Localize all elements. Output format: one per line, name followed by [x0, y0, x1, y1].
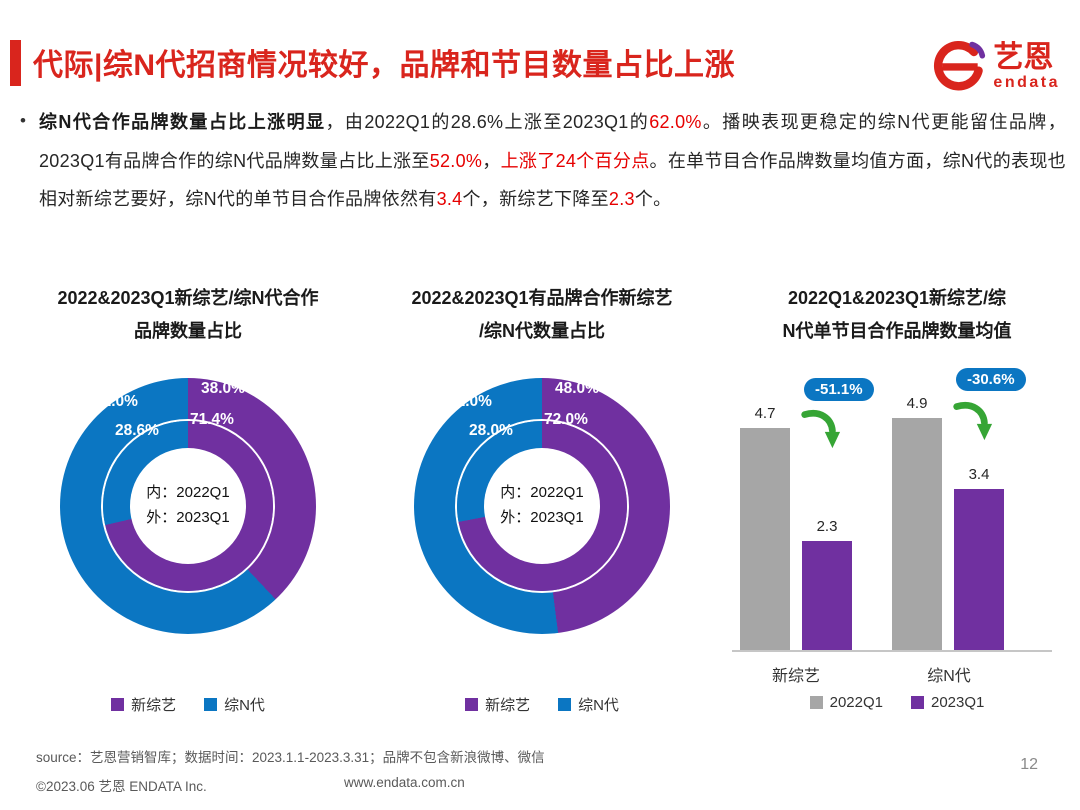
logo-text: 艺恩 endata: [993, 41, 1060, 92]
category-label: 新综艺: [771, 668, 820, 685]
bar-chart: 4.7 2.3 4.9 3.4 -51.1% -30.6% 新综艺 综N代: [732, 366, 1052, 685]
intro-segment: 52.0%: [429, 150, 483, 171]
chart-panel-brand-share: 2022&2023Q1新综艺/综N代合作 品牌数量占比 内：2022Q1 外：2…: [12, 282, 364, 734]
chart-title: 2022&2023Q1有品牌合作新综艺 /综N代数量占比: [366, 282, 718, 349]
chart-title-line2: /综N代数量占比: [479, 321, 605, 342]
title-accent-bar: [10, 40, 21, 86]
intro-paragraph: 综N代合作品牌数量占比上涨明显，由2022Q1的28.6%上涨至2023Q1的6…: [39, 103, 1066, 219]
chart-title-line1: 2022&2023Q1新综艺/综N代合作: [57, 288, 319, 308]
center-line-outer: 外：2023Q1: [146, 509, 230, 526]
donut-center-label: 内：2022Q1 外：2023Q1: [132, 450, 244, 562]
bar-value-label: 4.7: [754, 404, 776, 422]
bullet-marker: •: [20, 111, 26, 130]
bar-2023q1-zong-n: [954, 489, 1004, 650]
donut-center-label: 内：2022Q1 外：2023Q1: [486, 450, 598, 562]
change-badge: -51.1%: [804, 378, 874, 401]
intro-section: • 综N代合作品牌数量占比上涨明显，由2022Q1的28.6%上涨至2023Q1…: [20, 103, 1066, 219]
chart-title-line2: N代单节目合作品牌数量均值: [782, 321, 1012, 342]
legend-label: 综N代: [224, 697, 265, 714]
bar-value-label: 2.3: [816, 518, 838, 536]
intro-segment: 综N代合作品牌数量占比上涨明显: [38, 112, 326, 132]
chart-title: 2022&2023Q1新综艺/综N代合作 品牌数量占比: [12, 282, 364, 349]
intro-segment: 个，新综艺下降至: [462, 189, 609, 210]
copyright-note: ©2023.06 艺恩 ENDATA Inc.: [36, 779, 207, 794]
slice-label: 28.6%: [115, 422, 159, 439]
legend-swatch-purple: [111, 698, 125, 711]
chart-panel-program-share: 2022&2023Q1有品牌合作新综艺 /综N代数量占比 内：2022Q1 外：…: [366, 282, 718, 734]
legend-swatch-purple: [911, 696, 924, 709]
intro-segment: 。播映表现更稳定的综N代更能留住品牌，2023Q1有品牌合作的综N代品牌数量占比…: [38, 112, 1066, 171]
legend-swatch-gray: [809, 696, 823, 709]
legend-label: 新综艺: [485, 697, 531, 714]
chart-title-line1: 2022&2023Q1有品牌合作新综艺: [411, 288, 673, 308]
chart-title-line1: 2022Q1&2023Q1新综艺/综: [787, 288, 1007, 308]
legend: 新综艺 综N代: [366, 694, 718, 715]
bar-2023q1-new-variety: [802, 541, 852, 650]
center-line-outer: 外：2023Q1: [500, 509, 584, 526]
chart-title: 2022Q1&2023Q1新综艺/综 N代单节目合作品牌数量均值: [722, 282, 1072, 349]
legend-label: 2022Q1: [829, 694, 883, 711]
endata-logo: 艺恩 endata: [931, 38, 1060, 94]
legend-item: 新综艺: [111, 694, 176, 715]
legend-label: 新综艺: [131, 697, 177, 714]
endata-logo-icon: [934, 41, 986, 91]
source-note: source：艺恩营销智库；数据时间：2023.1.1-2023.3.31；品牌…: [36, 750, 545, 765]
logo-text-cn: 艺恩: [993, 40, 1054, 74]
legend-item: 2023Q1: [911, 694, 984, 711]
slice-label: 62.0%: [94, 393, 138, 410]
legend-item: 2022Q1: [809, 694, 883, 711]
legend: 2022Q1 2023Q1: [722, 694, 1072, 711]
legend-swatch-blue: [204, 698, 218, 711]
website-text: www.endata.com.cn: [344, 775, 465, 790]
legend-swatch-blue: [558, 698, 572, 711]
donut-chart-brand-share: 内：2022Q1 外：2023Q1 62.0% 38.0% 28.6% 71.4…: [60, 378, 316, 634]
logo-text-en: endata: [993, 73, 1060, 91]
intro-segment: 上涨了24个百分点: [500, 150, 650, 171]
bar-2022q1-new-variety: [740, 427, 790, 650]
intro-segment: ，由2022Q1的28.6%上涨至2023Q1的: [325, 112, 650, 132]
donut-chart-program-share: 内：2022Q1 外：2023Q1 52.0% 48.0% 28.0% 72.0…: [414, 378, 670, 634]
slice-label: 71.4%: [190, 411, 234, 428]
legend-swatch-purple: [465, 698, 479, 711]
chart-panel-avg-brands: 2022Q1&2023Q1新综艺/综 N代单节目合作品牌数量均值 4.7 2.3…: [722, 282, 1072, 734]
intro-segment: 2.3: [608, 189, 635, 210]
page-title: 代际|综N代招商情况较好，品牌和节目数量占比上涨: [33, 49, 736, 82]
legend-item: 综N代: [204, 694, 265, 715]
slice-label: 48.0%: [555, 380, 599, 397]
slice-label: 28.0%: [469, 422, 513, 439]
legend-label: 2023Q1: [931, 694, 985, 711]
bar-value-label: 3.4: [968, 466, 990, 484]
legend-item: 综N代: [558, 694, 619, 715]
intro-segment: 3.4: [436, 189, 463, 210]
category-label: 综N代: [927, 668, 971, 685]
center-line-inner: 内：2022Q1: [500, 484, 584, 502]
intro-segment: 个。: [634, 189, 672, 210]
legend: 新综艺 综N代: [12, 694, 364, 715]
intro-segment: 62.0%: [649, 112, 702, 132]
bar-2022q1-zong-n: [892, 418, 942, 650]
decrease-arrow-icon: [801, 410, 841, 449]
legend-label: 综N代: [578, 697, 619, 714]
bar-value-label: 4.9: [906, 395, 928, 413]
intro-segment: ，: [482, 150, 501, 171]
change-badge: -30.6%: [956, 368, 1026, 391]
slice-label: 52.0%: [448, 393, 492, 410]
chart-title-line2: 品牌数量占比: [134, 321, 242, 342]
slice-label: 38.0%: [201, 380, 245, 397]
page-number: 12: [1020, 756, 1038, 773]
decrease-arrow-icon: [953, 402, 993, 441]
intro-segment: 。在单节目合作品牌数量均值方面，综N代的表现也相对新综艺要好，综N代的单节目合作…: [38, 150, 1066, 210]
center-line-inner: 内：2022Q1: [146, 484, 230, 502]
slice-label: 72.0%: [544, 411, 588, 428]
legend-item: 新综艺: [465, 694, 530, 715]
